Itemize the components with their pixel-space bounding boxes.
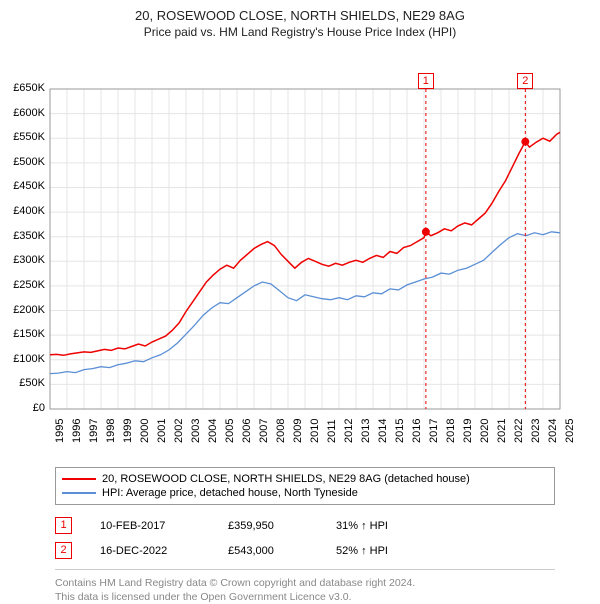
sale-flag-1: 1 [418, 73, 434, 89]
sale-flag-2: 2 [517, 73, 533, 89]
chart-plot-area: £0 £50K £100K £150K £200K £250K £300K £350K £400… [0, 39, 600, 459]
trade-date-1: 10-FEB-2017 [100, 520, 200, 532]
y-tick-label: £600K [5, 107, 45, 119]
y-tick-label: £350K [5, 230, 45, 242]
x-tick-label: 1996 [71, 419, 83, 443]
x-tick-label: 2003 [190, 419, 202, 443]
trade-row-2: 2 16-DEC-2022 £543,000 52% ↑ HPI [55, 538, 555, 563]
x-tick-label: 1995 [54, 419, 66, 443]
attribution-line-1: Contains HM Land Registry data © Crown c… [55, 576, 555, 590]
y-tick-label: £550K [5, 131, 45, 143]
legend-swatch-hpi [62, 492, 96, 494]
trade-delta-2: 52% ↑ HPI [336, 545, 388, 557]
x-tick-label: 2007 [258, 419, 270, 443]
y-tick-label: £150K [5, 328, 45, 340]
x-tick-label: 2011 [326, 419, 338, 443]
y-tick-label: £250K [5, 279, 45, 291]
y-tick-label: £650K [5, 82, 45, 94]
y-tick-label: £200K [5, 304, 45, 316]
y-tick-label: £500K [5, 156, 45, 168]
trade-marker-1: 1 [55, 517, 72, 534]
legend-item-property: 20, ROSEWOOD CLOSE, NORTH SHIELDS, NE29 … [62, 472, 548, 486]
x-tick-label: 1997 [88, 419, 100, 443]
x-tick-label: 2000 [139, 419, 151, 443]
x-tick-label: 2015 [394, 419, 406, 443]
trade-marker-2: 2 [55, 542, 72, 559]
sale-dot-2 [521, 138, 529, 146]
trade-delta-1: 31% ↑ HPI [336, 520, 388, 532]
x-tick-label: 2002 [173, 419, 185, 443]
x-tick-label: 2012 [343, 419, 355, 443]
x-tick-label: 2017 [428, 419, 440, 443]
x-tick-label: 2018 [445, 419, 457, 443]
x-tick-label: 2010 [309, 419, 321, 443]
y-tick-label: £100K [5, 353, 45, 365]
y-tick-label: £0 [5, 402, 45, 414]
trade-price-1: £359,950 [228, 520, 308, 532]
chart-title-2: Price paid vs. HM Land Registry's House … [0, 25, 600, 39]
x-tick-label: 2005 [224, 419, 236, 443]
x-tick-label: 2014 [377, 419, 389, 443]
y-tick-label: £50K [5, 377, 45, 389]
attribution-line-2: This data is licensed under the Open Gov… [55, 590, 555, 604]
x-tick-label: 2022 [513, 419, 525, 443]
x-tick-label: 1999 [122, 419, 134, 443]
trade-row-1: 1 10-FEB-2017 £359,950 31% ↑ HPI [55, 513, 555, 538]
x-tick-label: 2023 [530, 419, 542, 443]
trade-table: 1 10-FEB-2017 £359,950 31% ↑ HPI 2 16-DE… [55, 513, 555, 570]
y-tick-label: £450K [5, 180, 45, 192]
x-tick-label: 2016 [411, 419, 423, 443]
chart-title-1: 20, ROSEWOOD CLOSE, NORTH SHIELDS, NE29 … [0, 8, 600, 23]
x-tick-label: 2025 [564, 419, 576, 443]
x-tick-label: 2008 [275, 419, 287, 443]
x-tick-label: 2020 [479, 419, 491, 443]
x-tick-label: 2001 [156, 419, 168, 443]
trade-price-2: £543,000 [228, 545, 308, 557]
y-tick-label: £300K [5, 254, 45, 266]
y-tick-label: £400K [5, 205, 45, 217]
x-tick-label: 1998 [105, 419, 117, 443]
x-tick-label: 2004 [207, 419, 219, 443]
x-tick-label: 2013 [360, 419, 372, 443]
x-tick-label: 2019 [462, 419, 474, 443]
x-tick-label: 2009 [292, 419, 304, 443]
legend-swatch-property [62, 478, 96, 480]
trade-date-2: 16-DEC-2022 [100, 545, 200, 557]
attribution: Contains HM Land Registry data © Crown c… [55, 576, 555, 604]
legend-label-hpi: HPI: Average price, detached house, Nort… [102, 487, 358, 499]
x-tick-label: 2021 [496, 419, 508, 443]
chart-legend: 20, ROSEWOOD CLOSE, NORTH SHIELDS, NE29 … [55, 467, 555, 505]
sale-dot-1 [422, 228, 430, 236]
legend-item-hpi: HPI: Average price, detached house, Nort… [62, 486, 548, 500]
x-tick-label: 2006 [241, 419, 253, 443]
x-tick-label: 2024 [547, 419, 559, 443]
legend-label-property: 20, ROSEWOOD CLOSE, NORTH SHIELDS, NE29 … [102, 473, 470, 485]
